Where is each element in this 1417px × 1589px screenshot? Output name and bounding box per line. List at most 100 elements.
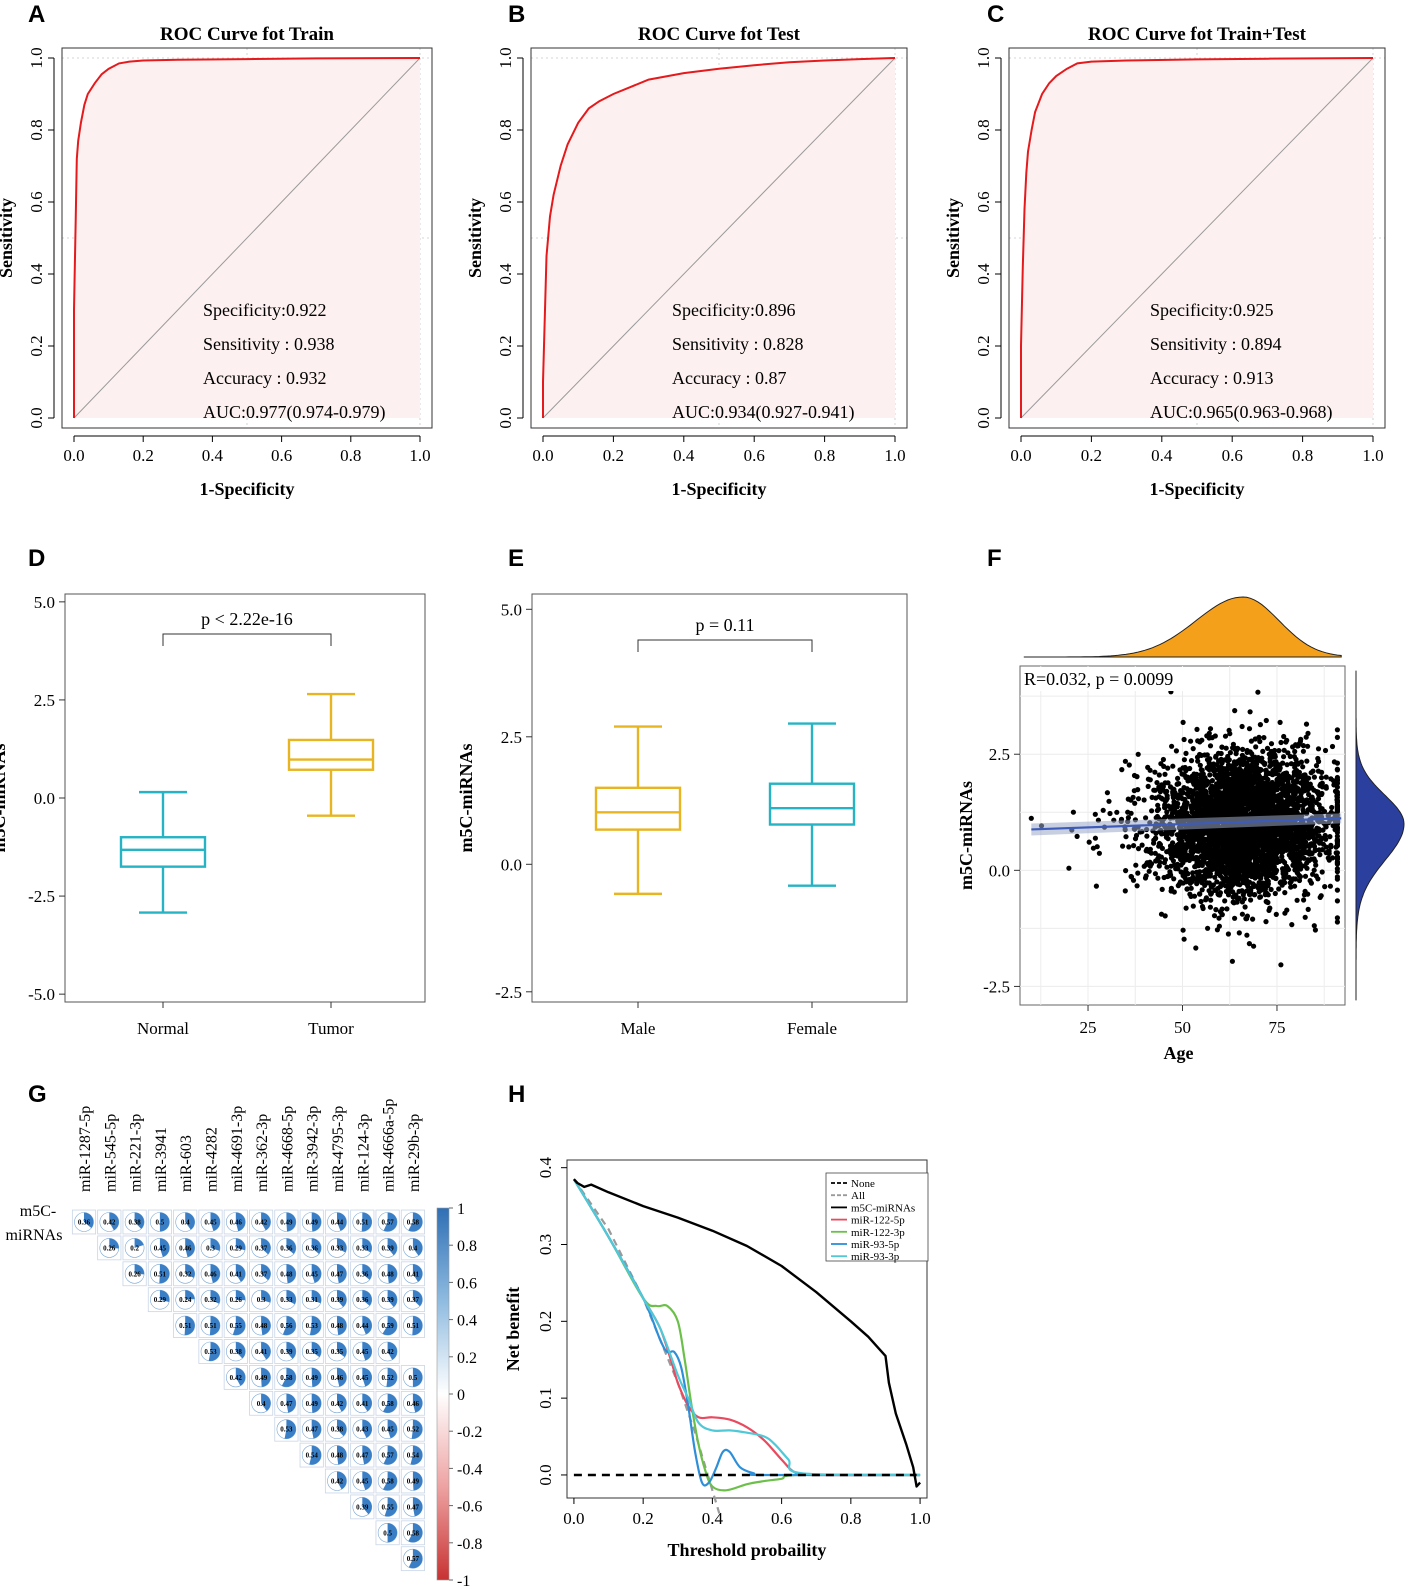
scatter-point	[1216, 915, 1222, 921]
scatter-point	[1178, 788, 1184, 794]
scatter-point	[1188, 885, 1194, 891]
scatter-point	[1209, 802, 1215, 808]
scatter-point	[1155, 875, 1161, 881]
scatter-point	[1189, 809, 1195, 815]
scatter-point	[1241, 896, 1247, 902]
scatter-point	[1241, 858, 1247, 864]
series-line-mir-122-3p	[572, 1178, 921, 1492]
scatter-point	[1165, 836, 1171, 842]
corr-pie	[311, 1419, 322, 1439]
scatter-point	[1141, 797, 1147, 803]
scatter-point	[1259, 838, 1265, 844]
corr-value: 0.49	[306, 1400, 319, 1408]
corr-value: 0.33	[280, 1296, 293, 1304]
scatter-point	[1267, 905, 1273, 911]
scatter-point	[1307, 843, 1313, 850]
scatter-point	[1226, 727, 1232, 733]
scatter-point	[1229, 958, 1235, 964]
corr-value: 0.53	[204, 1348, 217, 1356]
x-tick-label: 0.0	[1010, 446, 1031, 465]
x-tick-label: Male	[621, 1019, 656, 1038]
scatter-point	[1211, 866, 1217, 872]
scatter-point	[1219, 912, 1225, 918]
scatter-point	[1194, 848, 1200, 854]
corr-pie	[261, 1290, 271, 1303]
scatter-point	[1200, 857, 1206, 864]
scatter-point	[1239, 811, 1245, 818]
corr-value: 0.32	[179, 1270, 192, 1278]
scatter-point	[1255, 689, 1261, 695]
corr-value: 0.3	[257, 1296, 266, 1304]
y-tick-label: -2.5	[28, 887, 55, 906]
scatter-point	[1206, 763, 1212, 769]
series-line-mir-93-5p	[572, 1178, 921, 1487]
scatter-point	[1301, 855, 1307, 861]
corr-value: 0.44	[331, 1219, 344, 1227]
scatter-point	[1273, 832, 1279, 838]
scatter-point	[1123, 834, 1129, 840]
scatter-point	[1092, 835, 1098, 841]
corr-pie	[311, 1342, 322, 1358]
scatter-point	[1232, 915, 1238, 921]
scatter-point	[1156, 784, 1162, 790]
corr-pie	[337, 1471, 347, 1490]
scatter-point	[1181, 757, 1187, 763]
scatter-point	[1181, 785, 1187, 791]
scatter-point	[1319, 769, 1325, 776]
corr-pie	[387, 1238, 398, 1256]
chance-diagonal	[1020, 57, 1374, 419]
scatter-point	[1191, 893, 1198, 899]
scatter-point	[1274, 807, 1280, 814]
corr-value: 0.33	[356, 1244, 369, 1252]
scatter-point	[1234, 745, 1241, 751]
scatter-point	[1159, 831, 1165, 837]
scatter-point	[1236, 888, 1242, 895]
corr-value: 0.49	[306, 1374, 319, 1382]
scatter-point	[1193, 876, 1199, 882]
colorbar-tick-label: -1	[457, 1573, 470, 1589]
scatter-point	[1104, 790, 1110, 796]
scatter-point	[1334, 887, 1340, 893]
corr-value: 0.5	[409, 1374, 418, 1382]
scatter-point	[1188, 803, 1194, 809]
scatter-point	[1241, 772, 1248, 778]
legend-label: m5C-miRNAs	[851, 1202, 915, 1214]
y-tick-label: -2.5	[495, 983, 522, 1002]
scatter-point	[1178, 862, 1184, 868]
scatter-point	[1279, 854, 1285, 860]
scatter-point	[1214, 781, 1220, 788]
corr-pie	[282, 1316, 296, 1336]
scatter-point	[1217, 863, 1223, 870]
corr-value: 0.37	[255, 1244, 268, 1252]
scatter-point	[1134, 774, 1140, 780]
scatter-point	[1238, 853, 1244, 859]
scatter-point	[1228, 877, 1234, 883]
scatter-point	[1294, 827, 1300, 833]
corr-pie	[286, 1264, 296, 1284]
scatter-point	[1149, 808, 1155, 814]
scatter-point	[1221, 882, 1227, 888]
scatter-point	[1195, 758, 1201, 764]
stat-text: AUC:0.934(0.927-0.941)	[672, 402, 855, 423]
scatter-point	[1261, 781, 1267, 788]
y-tick-label: 0.8	[496, 119, 515, 140]
stat-text: Accuracy : 0.913	[1150, 368, 1273, 388]
corr-pie	[209, 1316, 221, 1336]
column-label: miR-1287-5p	[77, 1106, 94, 1192]
scatter-point	[1311, 836, 1318, 843]
scatter-point	[1306, 848, 1312, 854]
x-tick-label: 1.0	[884, 446, 905, 465]
scatter-point	[1086, 839, 1092, 845]
scatter-point	[1255, 775, 1262, 781]
corr-pie	[185, 1238, 195, 1258]
scatter-point	[1125, 815, 1131, 821]
scatter-point	[1300, 764, 1306, 770]
scatter-point	[1334, 854, 1340, 860]
corr-pie	[261, 1342, 271, 1360]
corr-value: 0.37	[407, 1296, 420, 1304]
scatter-point	[1308, 770, 1314, 776]
corr-value: 0.48	[280, 1270, 293, 1278]
corr-value: 0.45	[356, 1348, 369, 1356]
legend-label: miR-122-5p	[851, 1215, 905, 1227]
scatter-point	[1334, 784, 1340, 790]
